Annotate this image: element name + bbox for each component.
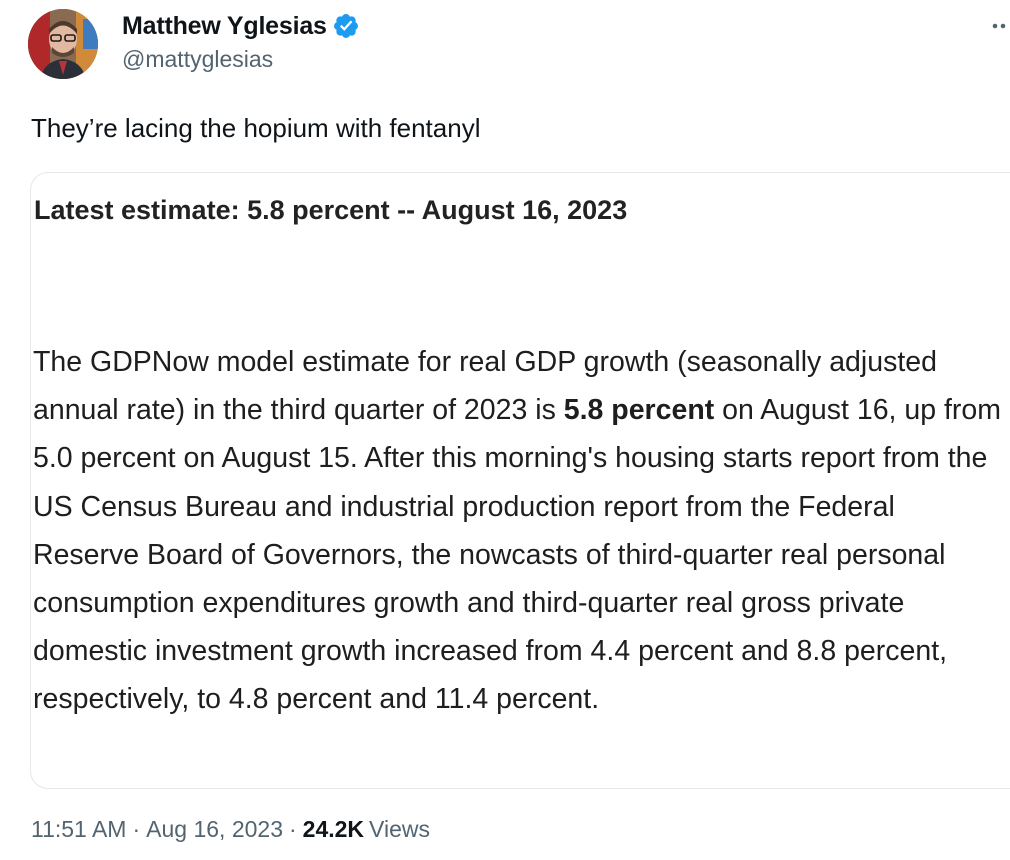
tweet-time[interactable]: 11:51 AM [31,816,127,842]
media-headline: Latest estimate: 5.8 percent -- August 1… [34,195,628,225]
avatar-image [28,9,98,79]
views-label: Views [369,816,430,842]
author-name[interactable]: Matthew Yglesias [122,11,327,40]
author-name-row: Matthew Yglesias [122,10,360,42]
media-body-text-start: The GDPNow model estimate for real GDP g… [33,346,937,427]
tweet-meta: 11:51 AM · Aug 16, 2023 · 24.2K Views [31,816,430,843]
tweet-date[interactable]: Aug 16, 2023 [146,816,283,842]
tweet-text: They’re lacing the hopium with fentanyl [31,113,481,143]
meta-separator: · [289,816,297,842]
media-body: The GDPNow model estimate for real GDP g… [33,338,1008,724]
more-options-button[interactable] [982,14,1010,38]
author-handle[interactable]: @mattyglesias [122,46,274,72]
views-count: 24.2K [302,816,365,842]
verified-badge-icon [332,12,360,40]
avatar[interactable] [28,9,98,79]
media-image-card[interactable]: Latest estimate: 5.8 percent -- August 1… [30,172,1010,789]
media-body-bold: 5.8 percent [563,394,715,427]
media-body-text-end: on August 16, up from 5.0 percent on Aug… [33,394,1002,716]
more-horizontal-icon [992,23,1006,29]
meta-separator: · [132,816,141,842]
